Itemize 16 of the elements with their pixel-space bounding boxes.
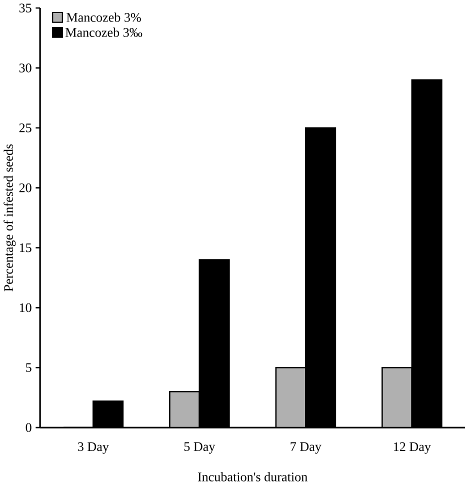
legend-label: Mancozeb 3% xyxy=(66,12,141,22)
y-tick-label: 30 xyxy=(19,64,32,72)
y-tick-label: 35 xyxy=(19,4,32,12)
y-tick-label: 15 xyxy=(20,243,32,252)
y-tick-label: 5 xyxy=(26,363,32,372)
x-axis-title: Incubation's duration xyxy=(198,472,308,482)
y-tick-label: 25 xyxy=(19,123,32,132)
y-tick-label: 0 xyxy=(26,423,32,432)
x-tick-label: 3 Day xyxy=(78,442,109,454)
x-tick-label: 5 Day xyxy=(184,442,216,454)
y-tick-label: 20 xyxy=(19,183,32,192)
x-tick-label: 7 Day xyxy=(290,442,322,454)
y-axis-title: Percentage of infested seeds xyxy=(4,144,16,292)
legend-label: Mancozeb 3‰ xyxy=(66,28,142,37)
y-tick-label: 10 xyxy=(20,303,32,312)
x-tick-label: 12 Day xyxy=(394,442,431,454)
